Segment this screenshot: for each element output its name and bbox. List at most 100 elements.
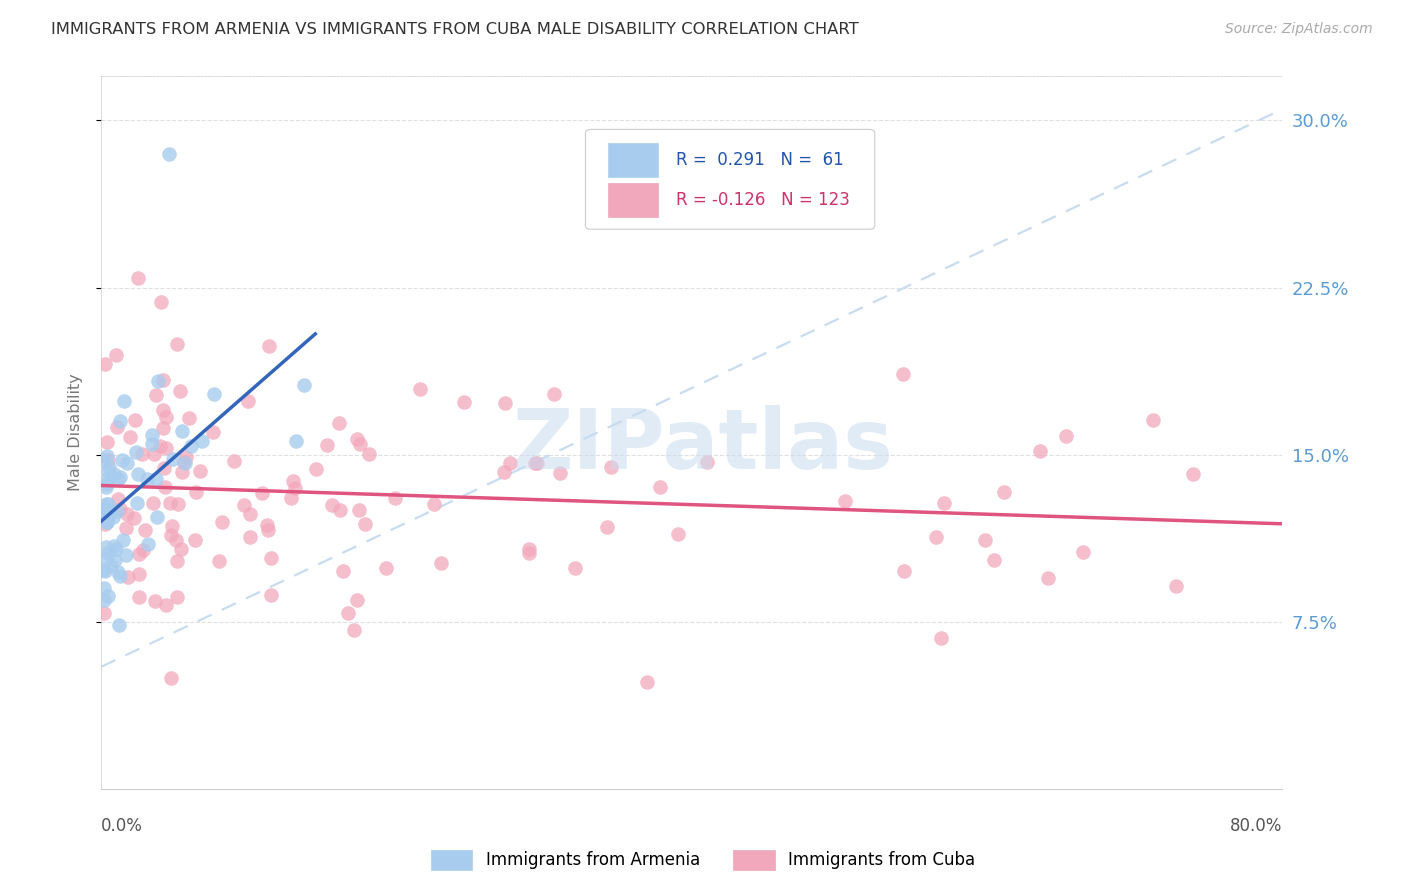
- Point: [173, 454, 195, 468]
- Point: [305, 462, 328, 476]
- Point: [932, 496, 955, 510]
- Point: [499, 456, 522, 470]
- Point: [155, 441, 177, 455]
- Point: [423, 497, 446, 511]
- Point: [285, 434, 308, 448]
- Point: [375, 561, 398, 575]
- Point: [1056, 429, 1078, 443]
- Point: [548, 467, 571, 481]
- Point: [127, 467, 149, 482]
- Point: [105, 419, 128, 434]
- Point: [145, 472, 167, 486]
- Point: [107, 491, 129, 506]
- Point: [160, 519, 183, 533]
- Y-axis label: Male Disability: Male Disability: [67, 374, 83, 491]
- Point: [1181, 467, 1204, 482]
- Point: [96, 434, 118, 449]
- Point: [96, 515, 118, 529]
- Point: [177, 411, 200, 425]
- Point: [524, 456, 547, 470]
- Point: [105, 542, 128, 557]
- Point: [142, 447, 165, 461]
- Point: [191, 434, 214, 448]
- Point: [111, 453, 134, 467]
- Point: [94, 497, 117, 511]
- Point: [155, 410, 177, 425]
- Point: [167, 497, 190, 511]
- Point: [166, 554, 188, 568]
- Point: [321, 498, 343, 512]
- Point: [112, 394, 135, 409]
- Point: [146, 374, 169, 388]
- Point: [152, 373, 174, 387]
- Text: 80.0%: 80.0%: [1230, 816, 1282, 835]
- Point: [236, 393, 259, 408]
- Point: [316, 438, 339, 452]
- Point: [93, 582, 115, 596]
- Point: [174, 450, 197, 465]
- Point: [96, 552, 118, 566]
- Point: [666, 526, 689, 541]
- Point: [349, 436, 371, 450]
- Point: [105, 504, 128, 518]
- Point: [188, 464, 211, 478]
- Point: [128, 567, 150, 582]
- Point: [239, 507, 262, 521]
- Point: [150, 295, 173, 310]
- Point: [430, 556, 453, 570]
- Point: [93, 592, 115, 607]
- Point: [110, 414, 132, 428]
- Point: [124, 511, 146, 525]
- Point: [159, 671, 181, 685]
- Point: [169, 384, 191, 398]
- Point: [494, 396, 516, 410]
- Point: [118, 429, 141, 443]
- Point: [134, 523, 156, 537]
- Point: [564, 561, 586, 575]
- Point: [125, 445, 148, 459]
- Point: [93, 606, 115, 620]
- Point: [1142, 413, 1164, 427]
- Point: [328, 416, 350, 430]
- Point: [114, 548, 136, 562]
- Point: [211, 515, 233, 529]
- Point: [103, 539, 125, 553]
- Point: [347, 503, 370, 517]
- Point: [173, 456, 195, 470]
- Point: [103, 467, 125, 481]
- Point: [141, 427, 163, 442]
- Point: [94, 540, 117, 554]
- Legend: Immigrants from Armenia, Immigrants from Cuba: Immigrants from Armenia, Immigrants from…: [425, 843, 981, 877]
- Point: [94, 480, 117, 494]
- Point: [239, 530, 262, 544]
- Point: [157, 146, 180, 161]
- Point: [891, 367, 914, 381]
- Point: [636, 675, 658, 690]
- Point: [280, 491, 302, 506]
- Point: [260, 588, 283, 602]
- Point: [329, 503, 352, 517]
- Point: [112, 533, 135, 547]
- Point: [526, 456, 548, 470]
- Point: [343, 623, 366, 637]
- Point: [132, 542, 155, 557]
- Point: [127, 271, 149, 285]
- Point: [136, 472, 159, 486]
- FancyBboxPatch shape: [585, 129, 875, 229]
- Point: [97, 546, 120, 560]
- Point: [893, 564, 915, 578]
- Point: [152, 402, 174, 417]
- Point: [115, 507, 138, 521]
- Bar: [607, 183, 658, 217]
- Point: [384, 491, 406, 505]
- Point: [96, 514, 118, 528]
- Point: [96, 511, 118, 525]
- Point: [91, 563, 114, 577]
- Point: [97, 453, 120, 467]
- Point: [100, 558, 122, 572]
- Point: [332, 564, 354, 578]
- Point: [346, 592, 368, 607]
- Point: [107, 566, 129, 580]
- Point: [169, 542, 191, 557]
- Point: [834, 493, 856, 508]
